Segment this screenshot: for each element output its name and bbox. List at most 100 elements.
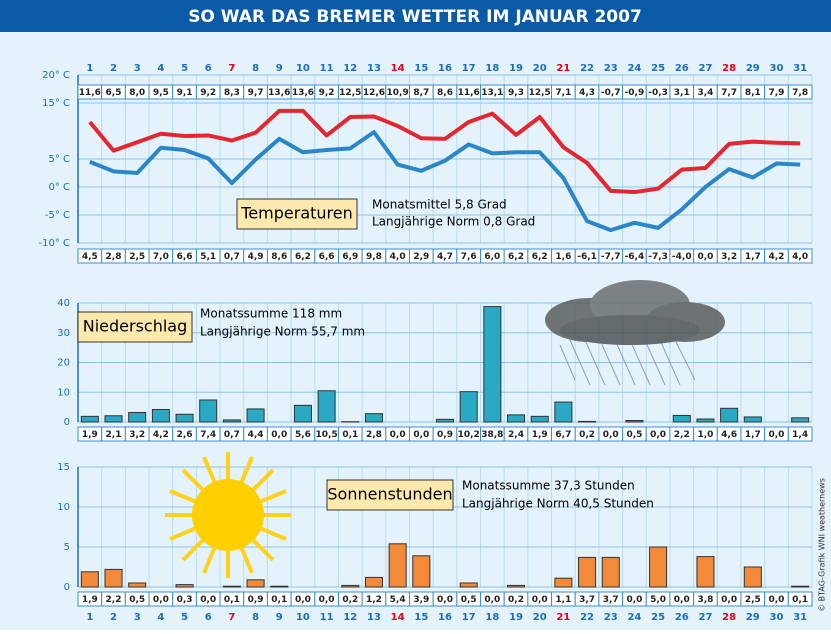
x-tick-label: 9 [276, 612, 283, 623]
value-label: 0,0 [200, 595, 216, 605]
x-tick-label: 22 [580, 612, 594, 623]
annotation: Langjährige Norm 55,7 mm [200, 325, 365, 339]
x-tick-label: 17 [462, 612, 476, 623]
x-tick-label: 25 [651, 612, 665, 623]
y-tick-label: 15° C [42, 98, 70, 109]
value-label: 3,1 [674, 88, 690, 98]
value-label: 0,0 [769, 430, 785, 440]
value-label: 1,2 [366, 595, 382, 605]
value-label: 0,0 [271, 430, 287, 440]
value-label: 9,2 [319, 88, 335, 98]
y-tick-label: -5° C [45, 210, 70, 221]
x-tick-label: 1 [86, 63, 93, 74]
value-label: 10,2 [458, 430, 480, 440]
value-label: 3,7 [603, 595, 619, 605]
value-label: 3,4 [697, 88, 713, 98]
value-label: 2,4 [508, 430, 524, 440]
annotation: Monatssumme 118 mm [200, 307, 342, 321]
x-tick-label: 8 [252, 63, 259, 74]
x-tick-label: 28 [722, 612, 736, 623]
value-label: 9,8 [366, 252, 382, 262]
x-tick-label: 29 [746, 612, 760, 623]
x-tick-label: 24 [627, 63, 641, 74]
value-label: 5,0 [650, 595, 666, 605]
value-label: 0,9 [248, 595, 264, 605]
x-tick-label: 15 [414, 63, 428, 74]
y-tick-label: 20 [57, 358, 70, 369]
value-label: 9,5 [153, 88, 169, 98]
sun-icon [165, 452, 291, 578]
x-tick-label: 24 [627, 612, 641, 623]
value-label: 8,6 [271, 252, 287, 262]
value-label: 12,5 [339, 88, 361, 98]
value-label: 7,4 [200, 430, 216, 440]
y-tick-label: -10° C [39, 238, 71, 249]
value-label: 0,0 [413, 430, 429, 440]
x-tick-label: 4 [157, 63, 164, 74]
x-tick-label: 30 [770, 63, 784, 74]
value-label: 0,0 [697, 252, 713, 262]
value-label: 4,4 [248, 430, 264, 440]
value-label: 4,6 [721, 430, 737, 440]
value-label: 1,7 [745, 430, 761, 440]
bar [365, 414, 382, 422]
value-label: 6,5 [106, 88, 122, 98]
bar [792, 418, 809, 422]
bar [223, 586, 240, 587]
bar [176, 414, 193, 422]
value-label: 4,0 [792, 252, 808, 262]
value-label: 0,0 [295, 595, 311, 605]
bar [555, 402, 572, 422]
bar [105, 569, 122, 587]
bar [508, 585, 525, 587]
bar [744, 567, 761, 587]
bar [602, 557, 619, 587]
bar [436, 419, 453, 422]
value-label: 0,0 [390, 430, 406, 440]
annotation: Monatssumme 37,3 Stunden [462, 479, 635, 493]
value-label: 13,6 [292, 88, 314, 98]
bar [744, 417, 761, 422]
x-tick-label: 13 [367, 612, 381, 623]
x-tick-label: 10 [296, 63, 310, 74]
value-label: 6,6 [177, 252, 193, 262]
value-label: 1,7 [745, 252, 761, 262]
bar [460, 583, 477, 587]
bar [555, 578, 572, 587]
chart-label: Sonnenstunden [327, 485, 452, 504]
value-label: 9,2 [200, 88, 216, 98]
value-label: 7,8 [792, 88, 808, 98]
y-tick-label: 5° C [48, 154, 70, 165]
bar [81, 416, 98, 422]
x-tick-label: 4 [157, 612, 164, 623]
value-label: 4,7 [437, 252, 453, 262]
x-tick-label: 2 [110, 63, 117, 74]
x-tick-label: 31 [793, 612, 807, 623]
x-tick-label: 5 [181, 612, 188, 623]
value-label: 2,1 [106, 430, 122, 440]
bar [247, 580, 264, 587]
y-tick-label: 10 [57, 387, 70, 398]
value-label: 8,6 [437, 88, 453, 98]
bar [579, 421, 596, 422]
x-tick-label: 13 [367, 63, 381, 74]
bar [389, 544, 406, 587]
value-label: 3,2 [721, 252, 737, 262]
y-tick-label: 0° C [48, 182, 70, 193]
value-label: 0,1 [271, 595, 287, 605]
value-label: 12,5 [529, 88, 551, 98]
value-label: 2,5 [129, 252, 145, 262]
x-tick-label: 11 [320, 612, 334, 623]
value-label: 0,0 [437, 595, 453, 605]
x-tick-label: 14 [391, 612, 405, 623]
value-label: 7,7 [721, 88, 737, 98]
value-label: 5,4 [390, 595, 406, 605]
bar [508, 415, 525, 422]
x-tick-label: 11 [320, 63, 334, 74]
value-label: 11,6 [79, 88, 101, 98]
value-label: 8,0 [129, 88, 145, 98]
value-label: 4,5 [82, 252, 98, 262]
value-label: 12,6 [363, 88, 385, 98]
bar [460, 392, 477, 422]
value-label: 0,0 [484, 595, 500, 605]
